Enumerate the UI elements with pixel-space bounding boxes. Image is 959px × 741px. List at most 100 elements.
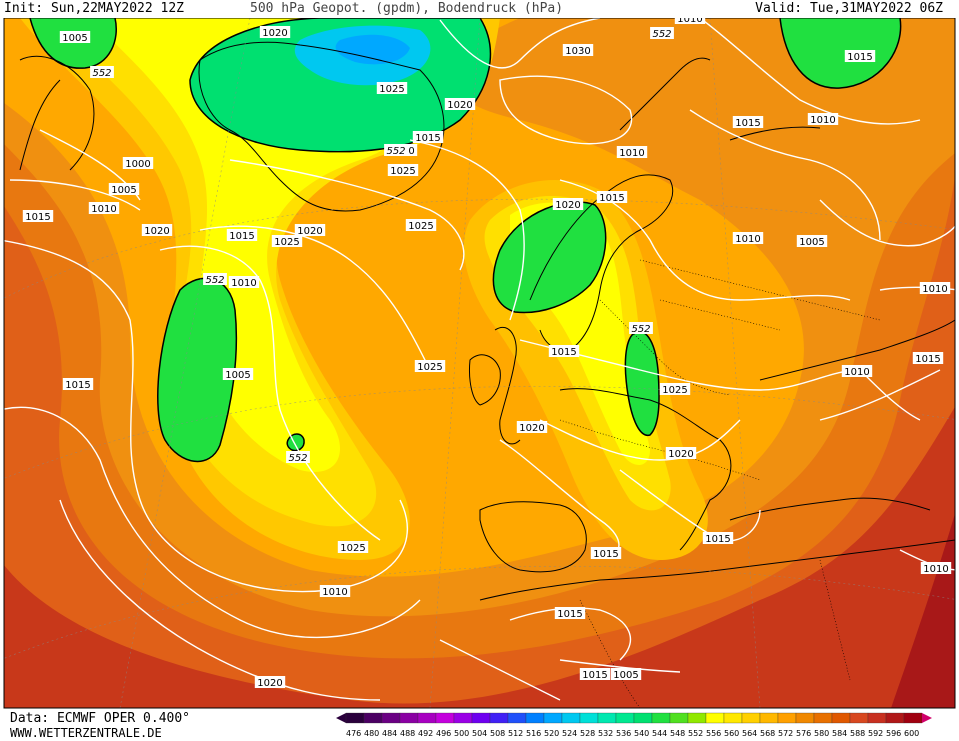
legend-tick-label: 492 [418,729,433,738]
legend-tick-label: 580 [814,729,829,738]
legend-tick-label: 576 [796,729,811,738]
legend-swatch [615,712,635,724]
isobar-label-bg [616,146,648,158]
geopotential-label-bg [203,273,227,285]
legend-swatch [723,712,743,724]
legend-tick-label: 588 [850,729,865,738]
isobar-label-bg [222,368,254,380]
isobar-label: 1025 [379,84,404,95]
isobar-label-bg [596,191,628,203]
isobar-label: 1015 [65,380,90,391]
isobar-label-bg [337,541,369,553]
isobar-label: 1020 [144,226,169,237]
legend-swatch [795,712,815,724]
isobar-label: 1000 [125,159,150,170]
isobar-label: 1010 [735,234,760,245]
legend-tick-label: 508 [490,729,505,738]
isobar-label: 1015 [735,118,760,129]
legend-swatch [435,712,455,724]
isobar-label: 1010 [810,115,835,126]
isobar-label: 1010 [677,14,702,25]
isobar-label: 1020 [668,449,693,460]
legend-swatch [651,712,671,724]
isobar-label-bg [108,183,140,195]
isobar-label-bg [590,547,622,559]
isobar-label: 1005 [799,237,824,248]
isobar-label-bg [387,164,419,176]
isobar-label-bg [412,131,444,143]
legend-tick-label: 524 [562,729,577,738]
geopotential-label: 552 [288,453,307,464]
legend-swatch [777,712,797,724]
isobar-label: 1020 [519,423,544,434]
isobar-label-bg [414,360,446,372]
legend-tick-label: 536 [616,729,631,738]
geopotential-labels: 552 552 552 552 552 552 [90,27,674,464]
legend-swatch [363,712,383,724]
isobar-label: 1025 [390,166,415,177]
legend-swatch [759,712,779,724]
isobar-label-bg [254,676,286,688]
isobar-label: 1025 [274,237,299,248]
isobar-label: 1030 [565,46,590,57]
legend-tick-label: 600 [904,729,919,738]
isobar-label-bg [228,276,260,288]
isobar-label: 1015 [582,670,607,681]
isobar-label: 1015 [229,231,254,242]
isobar-label: 1020 [262,28,287,39]
geopotential-label-bg [286,451,310,463]
isobar-label: 1015 [915,354,940,365]
legend-tick-label: 572 [778,729,793,738]
legend-swatch [669,712,689,724]
map-frame [3,17,956,709]
coastlines [19,41,955,601]
legend-swatch [345,712,365,724]
legend-swatch [561,712,581,724]
isobar-label-bg [405,219,437,231]
legend-swatch [885,712,905,724]
isobar-label: 1010 [922,284,947,295]
legend-swatch [705,712,725,724]
isobars [4,18,955,701]
isobar-label-bg [702,532,734,544]
isobar-label: 1025 [417,362,442,373]
isobar-label: 1020 [555,200,580,211]
isobar-label: 1015 [593,549,618,560]
isobar-label-bg [807,113,839,125]
isobar-label: 1015 [847,52,872,63]
legend-swatch [687,712,707,724]
isobar-label: 1005 [225,370,250,381]
isobar-label-bg [554,607,586,619]
isobar-label-bg [919,282,951,294]
legend-tick-label: 516 [526,729,541,738]
color-legend: 476 480 484 488 492 496 500 504 508 512 516 520 524 5… [336,712,932,738]
legend-swatch [813,712,833,724]
geopotential-label-bg [629,322,653,334]
isobar-label-bg [659,383,691,395]
legend-swatch [831,712,851,724]
geopotential-label: 552 [631,324,650,335]
isobar-label: 1015 [551,347,576,358]
legend-swatch [417,712,437,724]
legend-tick-label: 540 [634,729,649,738]
legend-tick-label: 520 [544,729,559,738]
isobar-label: 1010 [923,564,948,575]
isobar-label: 1020 [257,678,282,689]
legend-tick-label: 488 [400,729,415,738]
legend-swatch [633,712,653,724]
isobar-label-bg [844,50,876,62]
legend-arrow-high [922,713,932,723]
isobar-label-bg [665,447,697,459]
legend-tick-label: 500 [454,729,469,738]
country-borders [559,259,881,708]
legend-tick-label: 504 [472,729,487,738]
isobar-label: 1010 [844,367,869,378]
isobar-label-bg [226,229,258,241]
legend-swatch [867,712,887,724]
valid-time: Valid: Tue,31MAY2022 06Z [755,1,943,16]
isobar-label-bg [610,668,642,680]
isobar-label-bg [294,224,326,236]
geopotential-label: 552 [205,275,224,286]
legend-tick-label: 532 [598,729,613,738]
